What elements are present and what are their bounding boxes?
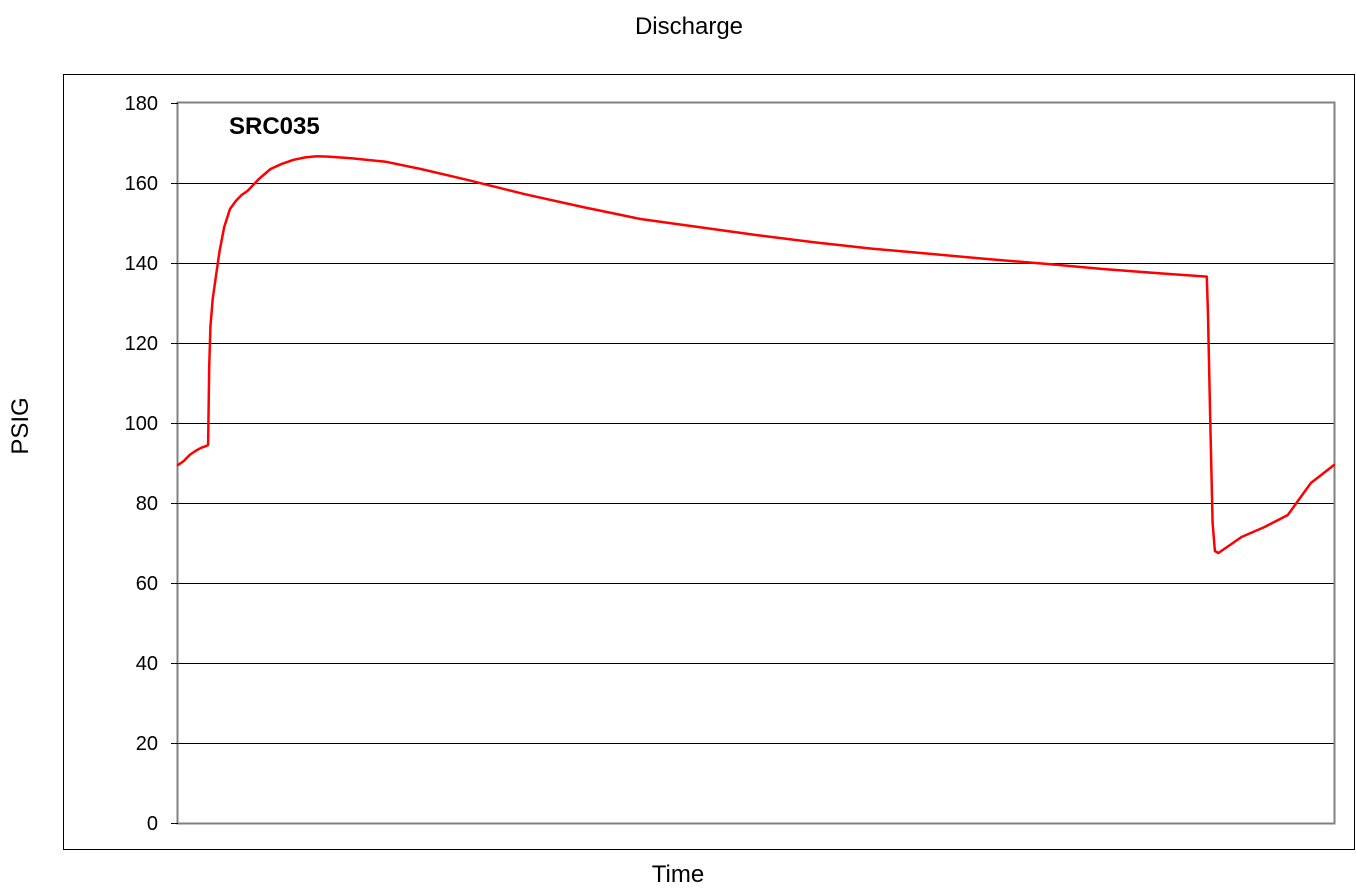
y-tick-label: 20 — [136, 733, 158, 755]
gridlines — [178, 183, 1334, 744]
x-axis-title: Time — [652, 861, 704, 888]
y-tick-label: 180 — [125, 93, 158, 115]
chart-area-border — [63, 74, 1355, 850]
y-tick-label: 60 — [136, 573, 158, 595]
y-tick-label: 100 — [125, 413, 158, 435]
y-tick-label: 120 — [125, 333, 158, 355]
chart-title: Discharge — [635, 13, 743, 40]
plot-area-border — [176, 101, 1336, 825]
series-annotation: SRC035 — [229, 113, 320, 140]
y-axis-ticks: 0 20 40 60 80 100 120 140 160 180 — [125, 93, 178, 835]
y-axis-title: PSIG — [7, 397, 34, 454]
y-tick-label: 0 — [147, 813, 158, 835]
y-tick-label: 140 — [125, 253, 158, 275]
series-layer — [176, 154, 1336, 555]
y-tick-label: 80 — [136, 493, 158, 515]
y-tick-label: 160 — [125, 173, 158, 195]
y-tick-label: 40 — [136, 653, 158, 675]
series-line-0 — [176, 154, 1336, 555]
